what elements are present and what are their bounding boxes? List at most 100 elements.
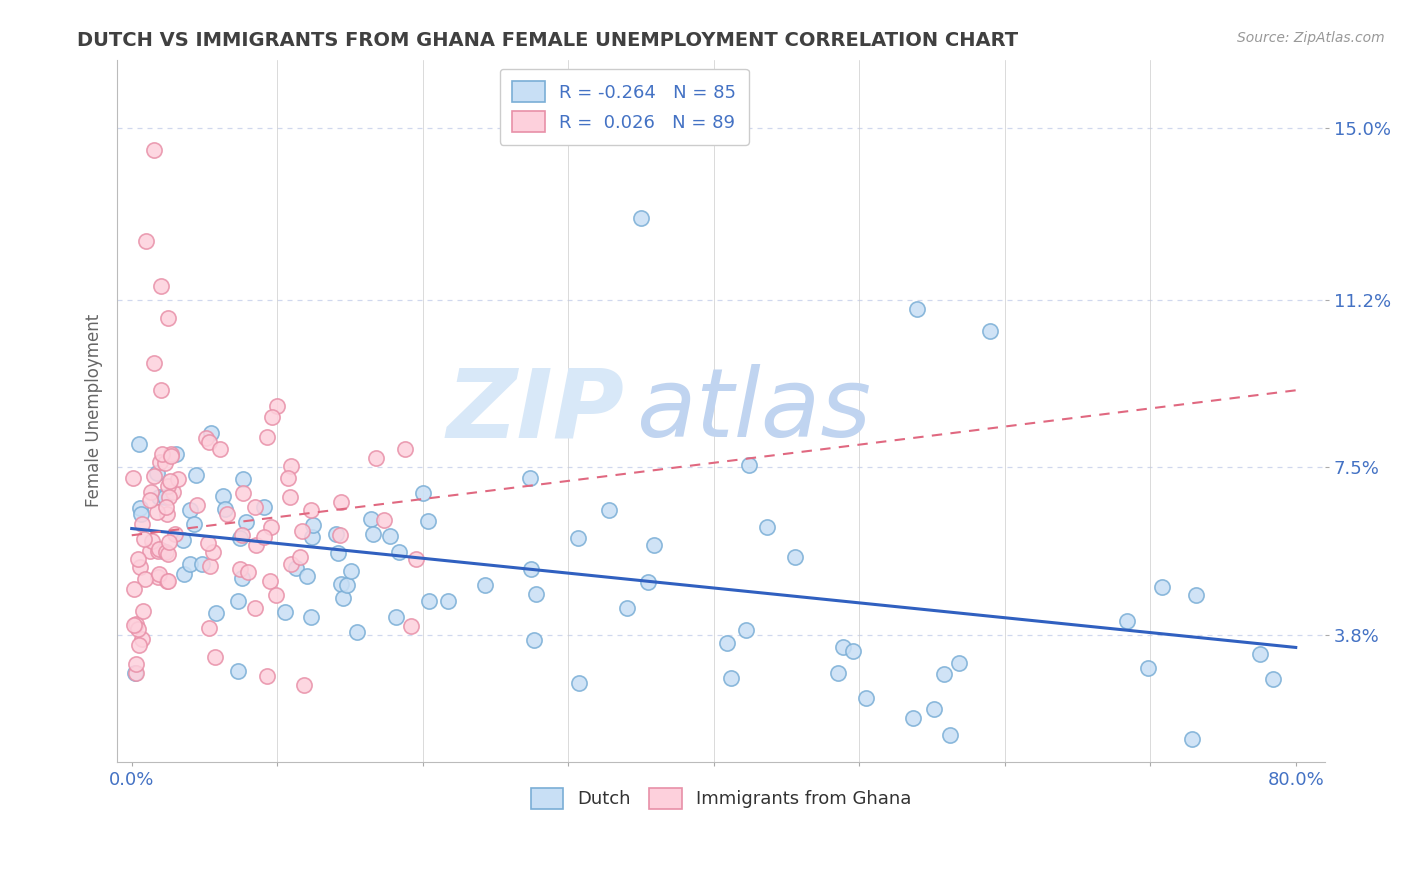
Point [256, 430, 278, 444]
Point [156, 507, 179, 521]
Point [128, 437, 150, 451]
Point [394, 442, 416, 456]
Point [141, 485, 163, 500]
Point [162, 484, 184, 499]
Point [568, 675, 591, 690]
Point [418, 514, 440, 528]
Point [405, 551, 427, 566]
Point [157, 574, 180, 588]
Text: Source: ZipAtlas.com: Source: ZipAtlas.com [1237, 31, 1385, 45]
Point [197, 536, 219, 550]
Point [339, 564, 361, 578]
Text: atlas: atlas [637, 364, 872, 458]
Point [934, 667, 956, 681]
Point [939, 728, 962, 742]
Point [329, 528, 352, 542]
Point [292, 678, 315, 692]
Point [259, 574, 281, 588]
Point [1115, 614, 1137, 628]
Point [738, 458, 761, 473]
Point [360, 511, 382, 525]
Point [129, 507, 152, 521]
Point [217, 508, 239, 522]
Point [756, 519, 779, 533]
Point [129, 501, 152, 516]
Point [146, 544, 169, 558]
Point [205, 607, 228, 621]
Point [157, 535, 180, 549]
Point [291, 524, 314, 538]
Point [259, 520, 281, 534]
Point [437, 594, 460, 608]
Point [979, 325, 1001, 339]
Point [122, 618, 145, 632]
Text: DUTCH VS IMMIGRANTS FROM GHANA FEMALE UNEMPLOYMENT CORRELATION CHART: DUTCH VS IMMIGRANTS FROM GHANA FEMALE UN… [77, 31, 1018, 50]
Point [1181, 732, 1204, 747]
Point [186, 498, 208, 512]
Point [197, 435, 219, 450]
Point [165, 447, 187, 461]
Point [232, 486, 254, 500]
Point [1152, 580, 1174, 594]
Point [155, 490, 177, 504]
Point [148, 455, 170, 469]
Point [148, 490, 170, 504]
Point [229, 562, 252, 576]
Point [243, 600, 266, 615]
Point [302, 518, 325, 533]
Point [226, 664, 249, 678]
Point [134, 572, 156, 586]
Point [243, 500, 266, 515]
Point [329, 576, 352, 591]
Point [163, 526, 186, 541]
Point [598, 503, 620, 517]
Point [418, 594, 440, 608]
Point [146, 505, 169, 519]
Legend: Dutch, Immigrants from Ghana: Dutch, Immigrants from Ghana [523, 780, 918, 816]
Point [160, 447, 183, 461]
Point [231, 528, 253, 542]
Point [842, 644, 865, 658]
Point [145, 466, 167, 480]
Point [380, 529, 402, 543]
Point [159, 474, 181, 488]
Point [131, 632, 153, 646]
Point [197, 621, 219, 635]
Point [122, 582, 145, 596]
Point [157, 478, 180, 492]
Point [184, 467, 207, 482]
Point [630, 211, 652, 226]
Point [253, 530, 276, 544]
Point [1249, 647, 1271, 661]
Point [226, 594, 249, 608]
Point [179, 558, 201, 572]
Point [388, 545, 411, 559]
Point [637, 575, 659, 590]
Point [855, 690, 877, 705]
Point [153, 457, 176, 471]
Point [148, 542, 170, 557]
Point [139, 544, 162, 558]
Point [245, 537, 267, 551]
Point [264, 589, 287, 603]
Point [208, 442, 231, 456]
Point [183, 516, 205, 531]
Point [214, 501, 236, 516]
Point [150, 447, 173, 461]
Point [142, 143, 165, 157]
Point [277, 471, 299, 485]
Point [157, 491, 180, 505]
Point [734, 623, 756, 637]
Point [616, 601, 638, 615]
Point [152, 544, 174, 558]
Point [141, 534, 163, 549]
Point [172, 533, 194, 547]
Point [146, 570, 169, 584]
Point [948, 656, 970, 670]
Point [643, 538, 665, 552]
Point [190, 557, 212, 571]
Point [1137, 661, 1160, 675]
Point [412, 486, 434, 500]
Point [155, 545, 177, 559]
Text: ZIP: ZIP [447, 364, 624, 458]
